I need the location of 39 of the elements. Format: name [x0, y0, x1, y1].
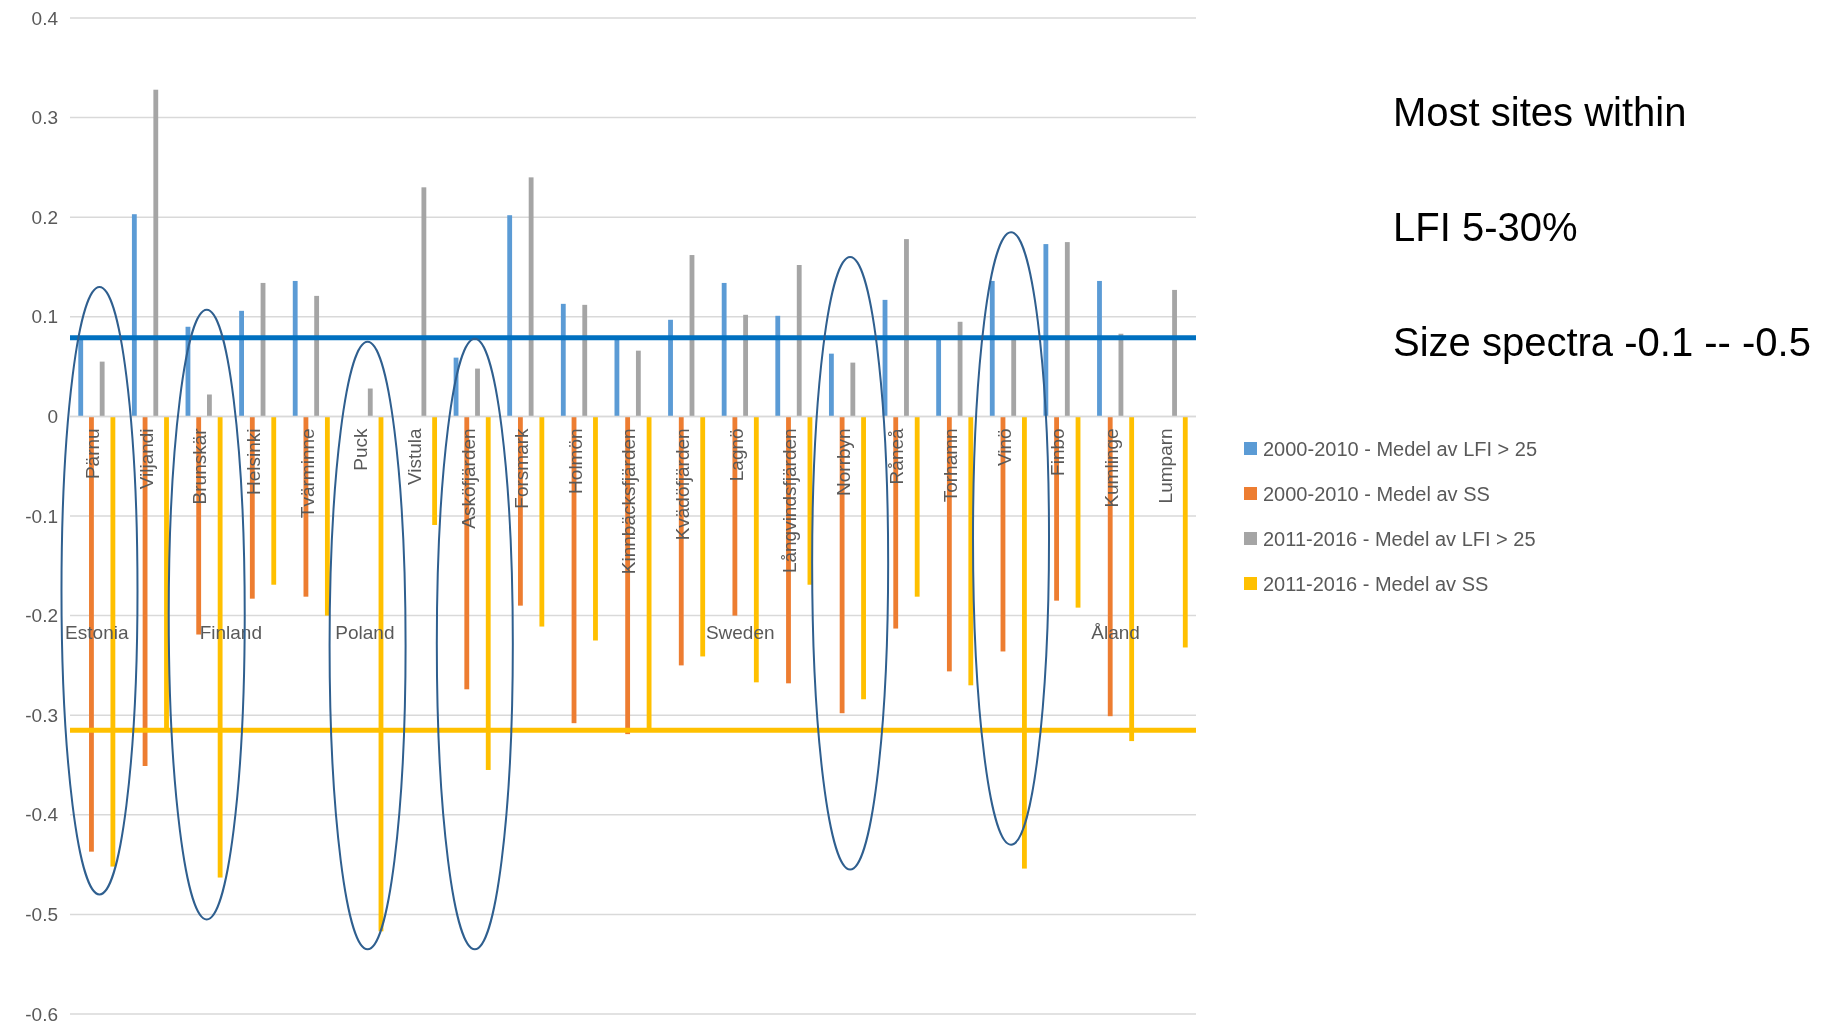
y-tick-label: 0.3 [31, 107, 58, 129]
x-tick-label: Holmön [564, 428, 586, 494]
text: LFI 5-30% [1393, 205, 1578, 249]
x-tick-label: Kumlinge [1100, 428, 1122, 508]
y-tick-label: -0.5 [25, 904, 58, 926]
y-tick-label: -0.6 [25, 1003, 58, 1025]
x-tick-label: Kinnbäcksfjärden [618, 428, 640, 575]
y-tick-label: -0.1 [25, 505, 58, 527]
x-tick-label: Puck [350, 427, 372, 471]
y-tick-label: 0 [47, 406, 58, 428]
text: Most sites within [1393, 90, 1687, 134]
y-tick-label: -0.2 [25, 605, 58, 627]
x-tick-label: Finbo [1047, 428, 1069, 476]
x-tick-label: Lagnö [725, 428, 747, 482]
x-tick-label: Asköfjärden [457, 428, 479, 529]
x-tick-label: Vinö [993, 428, 1015, 467]
y-tick-label: 0.4 [31, 7, 59, 29]
legend-label: 2000-2010 - Medel av SS [1263, 483, 1490, 505]
x-tick-label: Vistula [403, 427, 425, 486]
y-tick-label: 0.1 [31, 306, 58, 328]
x-tick-label: Helsinki [243, 428, 265, 495]
x-tick-label: Viljandi [135, 428, 157, 490]
x-tick-label: Tvärminne [296, 428, 318, 519]
x-tick-label: Långvindsfjärden [779, 428, 801, 574]
legend-label: 2000-2010 - Medel av LFI > 25 [1263, 438, 1538, 460]
text: Size spectra -0.1 -- -0.5 [1393, 320, 1811, 364]
x-tick-label: Kvädöfjärden [671, 428, 693, 541]
y-tick-label: 0.2 [31, 206, 58, 228]
legend-label: 2011-2016 - Medel av LFI > 25 [1263, 528, 1536, 550]
x-tick-label: Råneå [886, 427, 908, 485]
x-tick-label: Lumparn [1154, 428, 1176, 504]
y-tick-label: -0.4 [25, 804, 59, 826]
legend-label: 2011-2016 - Medel av SS [1263, 573, 1489, 595]
x-tick-label: Forsmark [511, 427, 533, 509]
y-tick-label: -0.3 [25, 704, 58, 726]
x-tick-label: Brunskär [189, 427, 211, 505]
x-tick-label: Torhamn [940, 428, 962, 503]
x-tick-label: Pärnu [82, 428, 104, 480]
x-tick-label: Norrbyn [832, 428, 854, 496]
